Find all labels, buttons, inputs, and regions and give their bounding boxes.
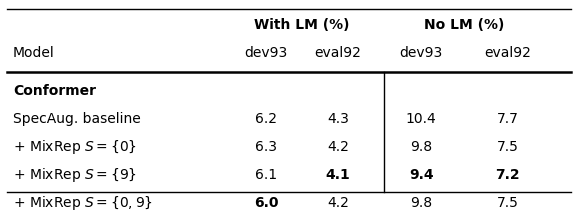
Text: + MixRep $S = \{9\}$: + MixRep $S = \{9\}$ bbox=[13, 166, 136, 184]
Text: Conformer: Conformer bbox=[13, 84, 96, 98]
Text: 7.5: 7.5 bbox=[497, 196, 518, 210]
Text: 7.2: 7.2 bbox=[495, 168, 520, 182]
Text: 6.3: 6.3 bbox=[255, 140, 277, 154]
Text: 9.8: 9.8 bbox=[410, 196, 432, 210]
Text: 10.4: 10.4 bbox=[406, 112, 436, 126]
Text: eval92: eval92 bbox=[484, 46, 531, 60]
Text: 7.5: 7.5 bbox=[497, 140, 518, 154]
Text: 6.2: 6.2 bbox=[255, 112, 277, 126]
Text: eval92: eval92 bbox=[314, 46, 361, 60]
Text: + MixRep $S = \{0, 9\}$: + MixRep $S = \{0, 9\}$ bbox=[13, 194, 152, 212]
Text: 6.1: 6.1 bbox=[255, 168, 277, 182]
Text: 4.1: 4.1 bbox=[325, 168, 350, 182]
Text: 9.8: 9.8 bbox=[410, 140, 432, 154]
Text: No LM (%): No LM (%) bbox=[424, 18, 505, 32]
Text: 4.3: 4.3 bbox=[327, 112, 349, 126]
Text: + MixRep $S = \{0\}$: + MixRep $S = \{0\}$ bbox=[13, 138, 137, 156]
Text: dev93: dev93 bbox=[399, 46, 443, 60]
Text: 6.0: 6.0 bbox=[254, 196, 278, 210]
Text: SpecAug. baseline: SpecAug. baseline bbox=[13, 112, 140, 126]
Text: With LM (%): With LM (%) bbox=[254, 18, 350, 32]
Text: Model: Model bbox=[13, 46, 55, 60]
Text: 4.2: 4.2 bbox=[327, 140, 349, 154]
Text: 9.4: 9.4 bbox=[409, 168, 434, 182]
Text: 4.2: 4.2 bbox=[327, 196, 349, 210]
Text: dev93: dev93 bbox=[244, 46, 288, 60]
Text: 7.7: 7.7 bbox=[497, 112, 518, 126]
